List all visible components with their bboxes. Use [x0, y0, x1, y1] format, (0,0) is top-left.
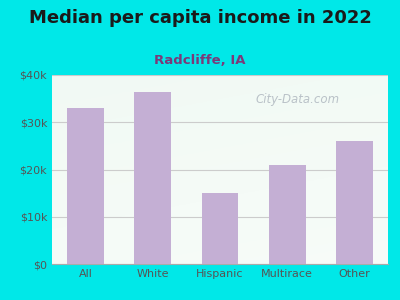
Bar — [134, 92, 171, 264]
Text: City-Data.com: City-Data.com — [255, 93, 339, 106]
Bar — [336, 141, 373, 264]
Bar — [67, 108, 104, 264]
Text: Median per capita income in 2022: Median per capita income in 2022 — [28, 9, 372, 27]
Text: Radcliffe, IA: Radcliffe, IA — [154, 54, 246, 67]
Bar — [269, 165, 306, 264]
Bar — [202, 193, 238, 264]
